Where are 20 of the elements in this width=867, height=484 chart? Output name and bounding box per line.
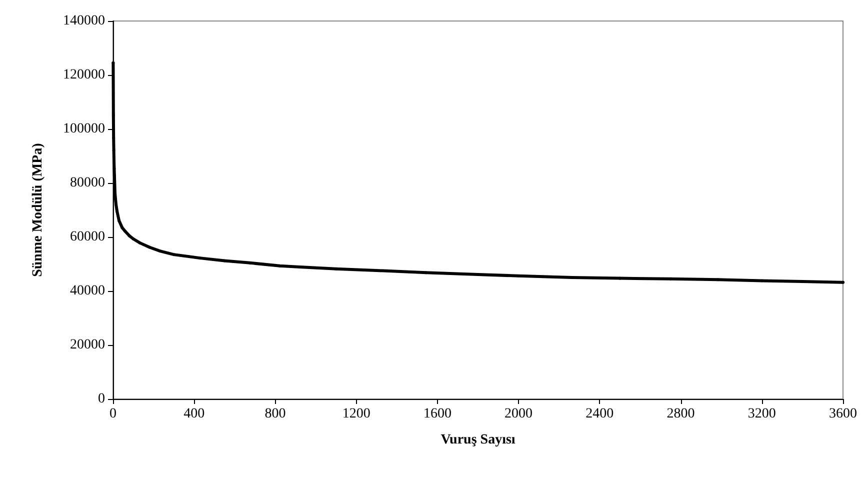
x-tick-label: 2800 bbox=[666, 406, 695, 422]
y-tick-label: 80000 bbox=[70, 176, 105, 190]
x-axis-title: Vuruş Sayısı bbox=[440, 432, 516, 448]
y-axis-title: Sünme Modülü (MPa) bbox=[30, 142, 46, 277]
x-tick-label: 400 bbox=[184, 406, 205, 422]
x-tick-label: 1600 bbox=[423, 406, 452, 422]
y-tick-label: 60000 bbox=[70, 230, 105, 244]
x-tick-label: 2400 bbox=[586, 406, 614, 422]
x-tick-label: 800 bbox=[264, 406, 286, 422]
y-tick-label: 0 bbox=[98, 392, 105, 406]
y-tick-label: 140000 bbox=[63, 14, 105, 28]
x-tick-label: 1200 bbox=[342, 406, 370, 422]
y-tick-label: 100000 bbox=[63, 122, 105, 136]
y-tick-label: 20000 bbox=[70, 338, 105, 352]
x-tick-label: 3200 bbox=[748, 406, 776, 422]
y-tick-label: 120000 bbox=[63, 68, 105, 82]
y-tick-label: 40000 bbox=[70, 284, 105, 298]
x-tick-label: 0 bbox=[110, 406, 116, 422]
x-tick-label: 3600 bbox=[829, 406, 857, 422]
x-tick-label: 2000 bbox=[504, 406, 533, 422]
